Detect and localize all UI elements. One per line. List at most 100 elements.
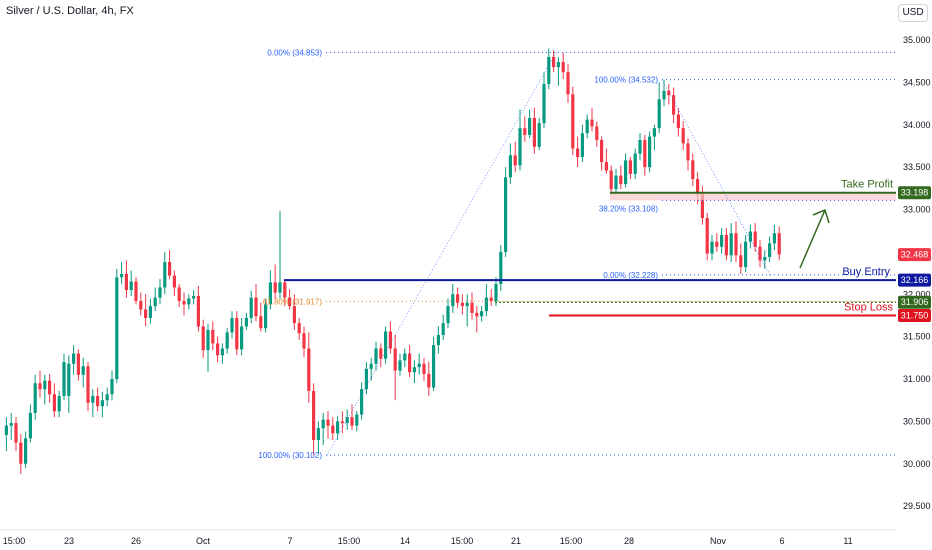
candle <box>33 374 37 420</box>
candle <box>254 284 258 322</box>
candle <box>777 226 781 261</box>
fib-trend-line-up <box>326 52 557 456</box>
candle <box>264 298 268 333</box>
candle <box>585 114 589 139</box>
candle <box>331 417 335 441</box>
y-tick-label: 31.000 <box>903 374 931 384</box>
candle <box>43 374 47 405</box>
candle <box>211 321 215 351</box>
candle <box>62 353 66 401</box>
candle <box>177 284 181 307</box>
candle <box>100 391 104 418</box>
candle <box>441 314 445 341</box>
candle <box>38 370 42 398</box>
candle <box>720 228 724 254</box>
candle <box>494 277 498 307</box>
candle <box>681 121 685 151</box>
svg-text:32.166: 32.166 <box>901 275 929 285</box>
candle <box>196 285 200 332</box>
candle <box>182 292 186 316</box>
candle <box>633 148 637 179</box>
currency-button[interactable]: USD <box>898 4 928 22</box>
candle <box>288 289 292 310</box>
candle <box>456 287 460 308</box>
candle <box>273 264 277 300</box>
candle <box>571 86 575 156</box>
candle <box>230 311 234 339</box>
candle <box>360 382 364 420</box>
candle <box>508 143 512 185</box>
candle <box>547 48 551 90</box>
candle <box>648 131 652 173</box>
fib-label: 100.00% (34.532) <box>594 76 658 85</box>
candle <box>168 250 172 279</box>
x-tick-label: 14 <box>400 536 410 546</box>
candle <box>249 290 253 324</box>
take-profit-label: Take Profit <box>841 179 893 191</box>
candle <box>513 141 517 173</box>
price-badge-last: 32.468 <box>898 248 931 262</box>
candle <box>129 270 133 296</box>
candle <box>446 298 450 329</box>
candle <box>225 328 229 354</box>
candle <box>24 431 28 468</box>
candle <box>662 79 666 107</box>
y-tick-label: 29.500 <box>903 501 931 511</box>
candle <box>710 234 714 261</box>
price-badge-buy-entry: 32.166 <box>898 273 931 287</box>
candle <box>52 383 56 418</box>
candle <box>436 326 440 354</box>
candle <box>374 341 378 371</box>
candle <box>57 390 61 418</box>
candle <box>206 323 210 373</box>
candle <box>192 290 196 305</box>
candle <box>187 294 191 310</box>
fib-trend-line-down <box>661 79 771 276</box>
candle <box>480 306 484 322</box>
candle <box>595 121 599 147</box>
candle <box>105 387 109 407</box>
candle <box>619 165 623 190</box>
candle <box>326 411 330 439</box>
candle <box>134 277 138 305</box>
candle <box>19 434 23 474</box>
x-tick-label: 26 <box>131 536 141 546</box>
candle <box>528 109 532 139</box>
candle <box>148 298 152 324</box>
x-tick-label: 15:00 <box>451 536 474 546</box>
candle <box>590 107 594 132</box>
y-tick-label: 30.000 <box>903 459 931 469</box>
candle <box>763 250 767 269</box>
candle <box>465 294 469 327</box>
svg-text:31.750: 31.750 <box>901 310 929 320</box>
x-tick-label: 23 <box>64 536 74 546</box>
candle <box>686 138 690 171</box>
candle <box>297 317 301 341</box>
candle <box>744 234 748 273</box>
candle <box>201 319 205 358</box>
candle <box>715 233 719 252</box>
candle <box>412 360 416 384</box>
candle <box>283 278 287 307</box>
time-axis[interactable]: 15:00 23 26 Oct 7 15:00 14 15:00 21 15:00 28 Nov 6 11 <box>3 536 853 546</box>
x-tick-label: 28 <box>624 536 634 546</box>
candle <box>302 326 306 357</box>
candle <box>624 153 628 188</box>
candle <box>451 284 455 313</box>
price-axis[interactable]: 35.00034.50034.00033.50033.00032.50032.0… <box>903 35 931 511</box>
candle <box>772 224 776 251</box>
candle <box>748 224 752 249</box>
y-tick-label: 34.000 <box>903 120 931 130</box>
svg-text:31.906: 31.906 <box>901 297 929 307</box>
candle <box>259 302 263 332</box>
candle <box>240 317 244 356</box>
candle <box>427 362 431 396</box>
candle <box>384 326 388 364</box>
arrow-icon <box>799 208 830 269</box>
candle <box>153 287 157 312</box>
candle <box>739 243 743 274</box>
candle <box>604 148 608 174</box>
candle <box>580 124 584 163</box>
candle <box>244 312 248 330</box>
drawings: 0.00% (34.853) 61.80% (31.917) 100.00% (… <box>258 48 896 460</box>
